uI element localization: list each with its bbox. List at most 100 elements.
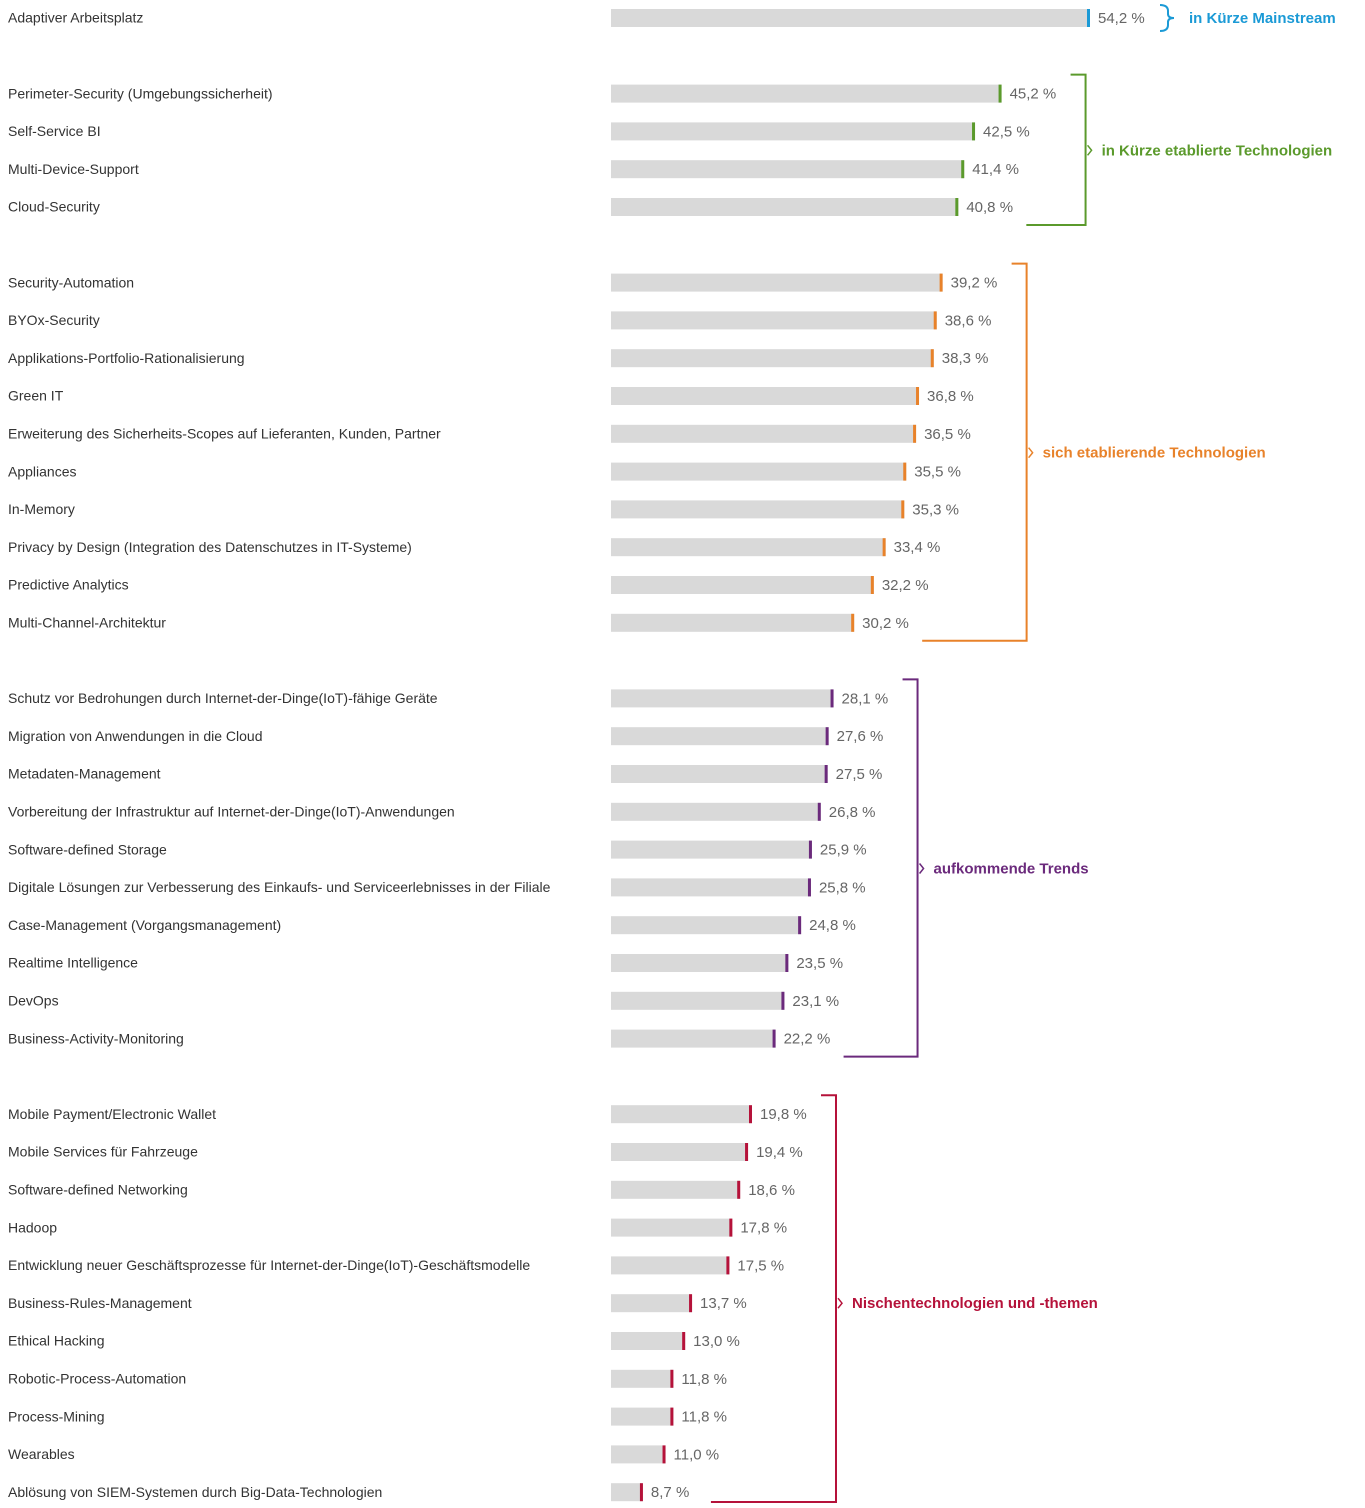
bar [611,500,905,519]
bar [611,1029,776,1048]
bar [611,122,976,141]
category-label: Software-defined Networking [8,1182,188,1198]
bar [611,1332,686,1350]
bar-end [639,1483,643,1502]
value-label: 13,7 % [700,1295,747,1312]
category-label: Wearables [8,1446,75,1462]
category-label: Software-defined Storage [8,841,167,857]
value-label: 13,0 % [693,1333,740,1350]
value-label: 11,8 % [681,1409,727,1426]
value-label: 27,5 % [836,766,883,783]
bar-end [689,1294,693,1313]
value-label: 30,2 % [862,615,909,632]
value-label: 19,8 % [760,1106,807,1123]
value-label: 23,1 % [792,993,839,1010]
bar [611,311,937,330]
bar-end [851,613,855,632]
bar [611,538,886,557]
value-label: 41,4 % [972,161,1019,178]
bar-end [798,916,802,935]
bar-end [726,1256,730,1275]
bar [611,273,943,292]
bar-end [748,1105,752,1124]
value-label: 23,5 % [796,955,843,972]
bar [611,916,802,935]
group-pointer [1086,144,1093,156]
group-label: in Kürze Mainstream [1189,10,1336,27]
bar-end [825,727,829,746]
group-brace [1159,4,1175,32]
bar [611,1105,752,1124]
category-label: Cloud-Security [8,199,100,215]
bar [611,462,907,481]
value-label: 35,5 % [914,464,961,481]
bar-end [998,84,1002,103]
bar-end [807,878,811,897]
bar [611,1180,741,1199]
bar-end [682,1332,686,1350]
category-label: Process-Mining [8,1408,104,1424]
bar-end [745,1143,749,1161]
value-label: 11,8 % [681,1371,727,1388]
category-label: Metadaten-Management [8,766,161,782]
bar-end [882,538,886,557]
bar-end [808,840,812,859]
value-label: 17,5 % [737,1257,784,1274]
value-label: 22,2 % [784,1031,831,1048]
value-label: 24,8 % [809,917,856,934]
bar [611,613,855,632]
bar-end [913,424,917,443]
bar-end [933,311,937,330]
bar [611,349,934,368]
bar-end [785,954,789,972]
category-label: Privacy by Design (Integration des Daten… [8,539,412,555]
group-label: sich etablierende Technologien [1043,445,1266,462]
bar [611,9,1090,27]
bar-end [903,462,907,481]
group-label: in Kürze etablierte Technologien [1102,142,1333,159]
bar-end [916,387,920,405]
category-label: Business-Rules-Management [8,1295,192,1311]
value-label: 19,4 % [756,1144,803,1161]
group-bracket [710,1094,837,1503]
value-label: 42,5 % [983,123,1030,140]
category-label: Mobile Services für Fahrzeuge [8,1144,198,1160]
value-label: 28,1 % [842,690,889,707]
value-label: 36,5 % [924,426,971,443]
bar-end [729,1218,733,1237]
category-label: Business-Activity-Monitoring [8,1030,184,1046]
bar-end [670,1407,674,1426]
value-label: 26,8 % [829,804,876,821]
value-label: 11,0 % [674,1446,720,1463]
bar [611,424,917,443]
group-bracket [1026,73,1087,226]
value-label: 25,9 % [820,842,867,859]
value-label: 27,6 % [837,728,884,745]
value-label: 38,6 % [945,312,992,329]
category-label: Predictive Analytics [8,577,129,593]
value-label: 36,8 % [927,388,974,405]
value-label: 40,8 % [966,199,1013,216]
value-label: 17,8 % [740,1220,787,1237]
value-label: 18,6 % [748,1182,795,1199]
value-label: 54,2 % [1098,10,1145,27]
bar [611,765,828,783]
category-label: Erweiterung des Sicherheits-Scopes auf L… [8,426,441,442]
bar [611,802,821,821]
bar-end [870,576,874,594]
value-label: 25,8 % [819,879,866,896]
bar [611,727,829,746]
group-bracket [843,678,919,1058]
bar [611,991,785,1010]
value-label: 32,2 % [882,577,929,594]
bar [611,1407,674,1426]
category-label: Adaptiver Arbeitsplatz [8,10,143,26]
category-label: Multi-Device-Support [8,161,139,177]
category-label: Ethical Hacking [8,1333,105,1349]
bar [611,1483,643,1502]
category-label: Schutz vor Bedrohungen durch Internet-de… [8,690,438,706]
category-label: In-Memory [8,501,75,517]
bar [611,954,789,972]
bar-end [901,500,905,519]
